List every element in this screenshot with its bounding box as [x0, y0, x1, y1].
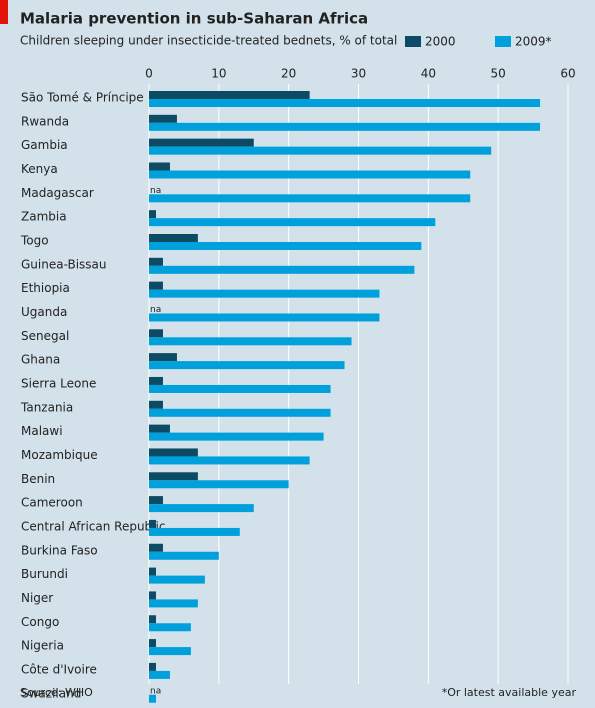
- bar: [149, 114, 177, 123]
- x-tick-label: 30: [351, 67, 366, 81]
- bar: [149, 289, 380, 298]
- bar: [149, 432, 324, 441]
- y-tick-label: Niger: [21, 591, 53, 605]
- y-tick-label: Senegal: [21, 329, 69, 343]
- y-tick-label: Sierra Leone: [21, 376, 96, 390]
- bar: [149, 233, 198, 242]
- bar: [149, 408, 331, 417]
- y-tick-label: Tanzania: [20, 400, 73, 414]
- y-tick-label: Uganda: [21, 305, 67, 319]
- footnote: *Or latest available year: [442, 686, 577, 699]
- y-tick-label: Togo: [20, 233, 49, 247]
- y-tick-label: Kenya: [21, 162, 58, 176]
- bar: [149, 543, 163, 552]
- x-tick-label: 0: [145, 67, 153, 81]
- bar: [149, 194, 471, 203]
- bar: [149, 567, 156, 576]
- y-tick-label: Côte d'Ivoire: [21, 662, 97, 676]
- x-tick-label: 20: [281, 67, 296, 81]
- y-tick-label: Swaziland: [21, 686, 81, 700]
- bar: [149, 615, 156, 624]
- y-tick-label: Madagascar: [21, 186, 94, 200]
- bar: [149, 257, 163, 266]
- bar: [149, 456, 310, 465]
- y-tick-label: Nigeria: [21, 639, 64, 653]
- bar: [149, 146, 492, 155]
- bar: [149, 376, 163, 385]
- y-tick-label: Ethiopia: [21, 281, 70, 295]
- bar: [149, 400, 163, 409]
- legend-swatch: [495, 36, 511, 47]
- bar: [149, 519, 156, 528]
- chart-subtitle: Children sleeping under insecticide-trea…: [20, 34, 397, 48]
- bar: [149, 504, 254, 513]
- bar: [149, 623, 191, 632]
- bar: [149, 448, 198, 457]
- bar: [149, 472, 198, 481]
- bar: [149, 424, 170, 433]
- y-tick-label: Rwanda: [21, 114, 69, 128]
- legend-label: 2009*: [515, 35, 552, 49]
- bar: [149, 210, 156, 219]
- y-tick-label: Cameroon: [21, 496, 83, 510]
- bar: [149, 99, 541, 107]
- y-tick-label: Zambia: [21, 210, 67, 224]
- bar: [149, 281, 163, 290]
- bar: [149, 639, 156, 648]
- bar: [149, 218, 436, 227]
- y-tick-label: Burkina Faso: [21, 543, 98, 557]
- y-tick-label: Burundi: [21, 567, 68, 581]
- bar: [149, 337, 352, 346]
- bar: [149, 694, 156, 703]
- y-tick-label: Benin: [21, 472, 55, 486]
- bar: [149, 384, 331, 393]
- bar: [149, 162, 170, 171]
- bar: [149, 599, 198, 608]
- x-tick-label: 40: [421, 67, 436, 81]
- legend-label: 2000: [425, 35, 456, 49]
- x-tick-label: 10: [211, 67, 226, 81]
- bar: [149, 480, 289, 489]
- brand-mark: [0, 0, 8, 24]
- bar: [149, 551, 219, 560]
- na-label: na: [150, 686, 161, 696]
- y-tick-label: Malawi: [21, 424, 63, 438]
- bar: [149, 329, 163, 338]
- bar: [149, 138, 254, 147]
- y-tick-label: São Tomé & Príncipe: [21, 91, 144, 105]
- bar: [149, 170, 471, 179]
- y-tick-label: Central African Republic: [21, 519, 165, 533]
- bar: [149, 353, 177, 362]
- bar: [149, 91, 310, 99]
- bar: [149, 313, 380, 322]
- bar: [149, 361, 345, 370]
- bar: [149, 265, 415, 274]
- y-tick-label: Mozambique: [21, 448, 98, 462]
- y-tick-label: Gambia: [21, 138, 68, 152]
- y-tick-label: Ghana: [21, 353, 60, 367]
- na-label: na: [150, 305, 161, 315]
- legend-swatch: [405, 36, 421, 47]
- x-tick-label: 60: [560, 67, 575, 81]
- bar: [149, 241, 422, 250]
- na-label: na: [150, 186, 161, 196]
- bar: [149, 591, 156, 600]
- y-tick-label: Congo: [21, 615, 59, 629]
- bar: [149, 662, 156, 671]
- x-tick-label: 50: [491, 67, 506, 81]
- bar: [149, 647, 191, 656]
- bar: [149, 496, 163, 505]
- bar: [149, 670, 170, 679]
- y-tick-label: Guinea-Bissau: [21, 257, 107, 271]
- chart-title: Malaria prevention in sub-Saharan Africa: [20, 10, 368, 28]
- bar: [149, 527, 240, 536]
- bar: [149, 575, 205, 584]
- bar: [149, 122, 541, 131]
- source: Source: WHO: [20, 686, 93, 699]
